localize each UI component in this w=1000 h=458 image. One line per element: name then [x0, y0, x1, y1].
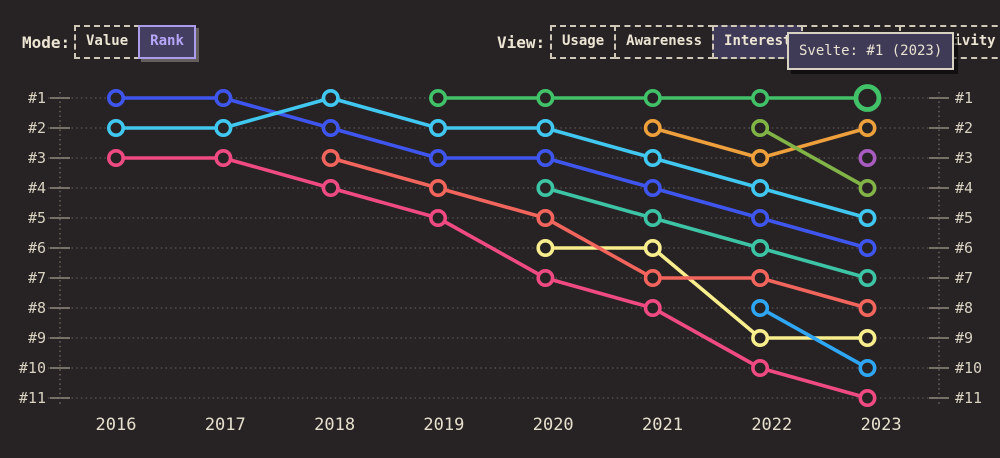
data-point-skyblue-series[interactable] [858, 358, 877, 377]
data-point-orange-series[interactable] [858, 119, 877, 138]
rank-label-left: #7 [28, 269, 46, 287]
series-line-cyan-series [114, 96, 870, 220]
rank-label-right: #2 [955, 119, 973, 137]
data-point-orange-series[interactable] [751, 149, 770, 168]
data-point-lightgreen-series[interactable] [858, 179, 877, 198]
rank-label-right: #5 [955, 209, 973, 227]
data-point-salmon-series[interactable] [751, 268, 770, 287]
rank-label-left: #3 [28, 149, 46, 167]
rank-label-right: #8 [955, 299, 973, 317]
year-label: 2017 [205, 415, 246, 435]
data-point-Svelte[interactable] [536, 89, 555, 108]
data-point-pink-series[interactable] [536, 268, 555, 287]
data-point-teal-series[interactable] [858, 268, 877, 287]
year-label: 2023 [861, 415, 902, 435]
data-point-blue-series[interactable] [429, 149, 448, 168]
data-point-skyblue-series[interactable] [751, 298, 770, 317]
data-point-teal-series[interactable] [536, 179, 555, 198]
data-point-blue-series[interactable] [321, 119, 340, 138]
data-point-blue-series[interactable] [536, 149, 555, 168]
rank-label-left: #11 [19, 389, 46, 407]
series-line-skyblue-series [758, 306, 870, 370]
data-point-pink-series[interactable] [429, 209, 448, 228]
rank-label-right: #9 [955, 329, 973, 347]
rank-label-right: #10 [955, 359, 982, 377]
view-button-awareness[interactable]: Awareness [614, 25, 715, 59]
data-point-purple-series[interactable] [858, 149, 877, 168]
rank-label-left: #6 [28, 239, 46, 257]
data-point-Svelte[interactable] [853, 84, 882, 112]
rank-label-right: #3 [955, 149, 973, 167]
data-point-salmon-series[interactable] [643, 268, 662, 287]
data-point-Svelte[interactable] [751, 89, 770, 108]
rank-label-right: #6 [955, 239, 973, 257]
data-point-pink-series[interactable] [214, 149, 233, 168]
data-point-cyan-series[interactable] [751, 179, 770, 198]
data-point-cyan-series[interactable] [429, 119, 448, 138]
series-line-blue-series [114, 96, 870, 250]
data-point-pink-series[interactable] [751, 358, 770, 377]
data-point-yellow-series[interactable] [536, 239, 555, 258]
series-line-lightgreen-series [758, 126, 870, 190]
data-point-pink-series[interactable] [643, 298, 662, 317]
rank-label-left: #2 [28, 119, 46, 137]
data-point-cyan-series[interactable] [858, 209, 877, 228]
data-point-Svelte[interactable] [429, 89, 448, 108]
year-label: 2016 [96, 415, 137, 435]
rank-label-left: #9 [28, 329, 46, 347]
rank-label-right: #4 [955, 179, 973, 197]
data-point-cyan-series[interactable] [643, 149, 662, 168]
year-label: 2020 [533, 415, 574, 435]
rank-label-left: #10 [19, 359, 46, 377]
view-button-usage[interactable]: Usage [550, 25, 617, 59]
data-point-teal-series[interactable] [751, 239, 770, 258]
data-point-salmon-series[interactable] [536, 209, 555, 228]
mode-toggle-group: Value Rank [74, 25, 196, 59]
data-point-lightgreen-series[interactable] [751, 119, 770, 138]
data-point-yellow-series[interactable] [751, 328, 770, 347]
data-point-Svelte[interactable] [643, 89, 662, 108]
data-point-yellow-series[interactable] [858, 328, 877, 347]
year-label: 2018 [314, 415, 355, 435]
data-point-pink-series[interactable] [321, 179, 340, 198]
year-label: 2019 [423, 415, 464, 435]
rank-label-right: #7 [955, 269, 973, 287]
data-point-salmon-series[interactable] [429, 179, 448, 198]
mode-button-rank[interactable]: Rank [138, 25, 196, 59]
rank-label-right: #11 [955, 389, 982, 407]
data-point-salmon-series[interactable] [858, 298, 877, 317]
data-point-blue-series[interactable] [107, 89, 126, 108]
hover-tooltip: Svelte: #1 (2023) [787, 32, 955, 70]
series-line-pink-series [114, 156, 870, 400]
data-point-blue-series[interactable] [214, 89, 233, 108]
data-point-yellow-series[interactable] [643, 239, 662, 258]
data-point-blue-series[interactable] [751, 209, 770, 228]
mode-label: Mode: [22, 33, 71, 52]
mode-button-value[interactable]: Value [74, 25, 141, 59]
rank-label-left: #8 [28, 299, 46, 317]
rank-label-left: #1 [28, 89, 46, 107]
rank-label-left: #5 [28, 209, 46, 227]
series-line-salmon-series [328, 156, 870, 310]
rank-label-left: #4 [28, 179, 46, 197]
series-line-teal-series [543, 186, 870, 280]
year-label: 2021 [642, 415, 683, 435]
data-point-pink-series[interactable] [107, 149, 126, 168]
data-point-salmon-series[interactable] [321, 149, 340, 168]
data-point-orange-series[interactable] [643, 119, 662, 138]
data-point-blue-series[interactable] [858, 239, 877, 258]
year-label: 2022 [751, 415, 792, 435]
data-point-cyan-series[interactable] [536, 119, 555, 138]
data-point-cyan-series[interactable] [321, 89, 340, 108]
data-point-teal-series[interactable] [643, 209, 662, 228]
data-point-pink-series[interactable] [858, 388, 877, 407]
rank-label-right: #1 [955, 89, 973, 107]
data-point-blue-series[interactable] [643, 179, 662, 198]
data-point-cyan-series[interactable] [214, 119, 233, 138]
data-point-cyan-series[interactable] [107, 119, 126, 138]
view-label: View: [497, 33, 546, 52]
